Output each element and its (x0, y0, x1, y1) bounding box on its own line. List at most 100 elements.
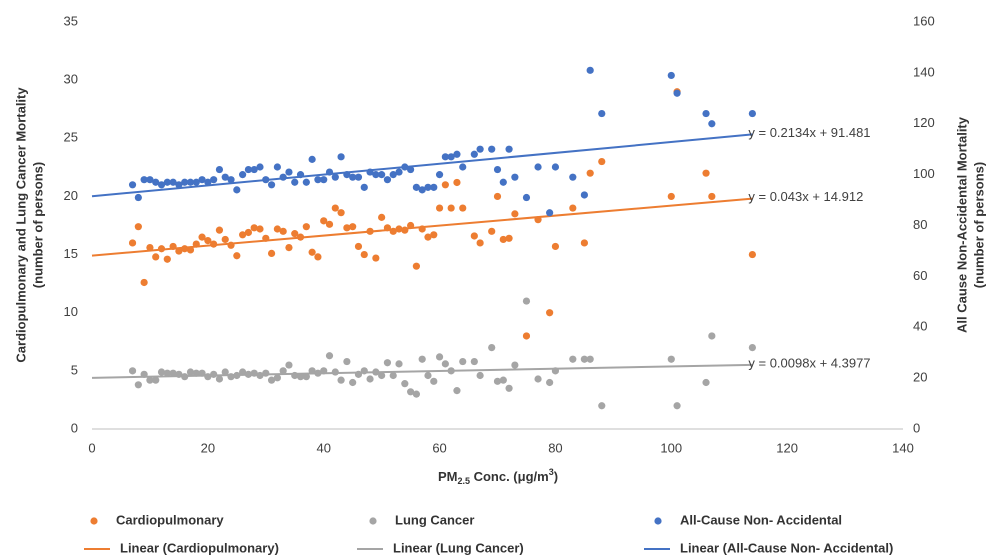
point (401, 163, 409, 171)
point (163, 255, 171, 263)
point (493, 165, 502, 174)
point (598, 157, 606, 166)
x-tick-label: 20 (201, 440, 215, 455)
point (418, 186, 426, 194)
y2-axis-label: (number of persons) (971, 162, 986, 288)
point (273, 225, 281, 233)
point (169, 242, 177, 251)
point (580, 355, 588, 363)
point (244, 370, 253, 378)
point (383, 359, 392, 367)
point (152, 376, 160, 384)
point (175, 181, 183, 189)
point (140, 278, 148, 287)
point (708, 332, 716, 340)
point (476, 145, 484, 153)
point (522, 332, 531, 340)
point (250, 165, 258, 174)
point (262, 176, 270, 184)
point (505, 234, 513, 242)
point (192, 369, 200, 377)
y2-tick-label: 80 (913, 217, 927, 232)
point (389, 227, 397, 235)
x-tick-label: 60 (432, 440, 446, 455)
point (360, 183, 368, 191)
point (134, 381, 142, 389)
point (511, 210, 519, 218)
point (343, 171, 351, 179)
point (534, 163, 542, 171)
point (285, 243, 293, 252)
y-tick-label: 0 (71, 420, 78, 435)
point (748, 109, 756, 118)
point (128, 367, 137, 375)
point (279, 367, 287, 375)
point (499, 235, 507, 244)
point (499, 376, 507, 384)
point (441, 360, 449, 368)
point (366, 227, 374, 235)
point (470, 150, 478, 158)
point (314, 369, 322, 377)
point (453, 178, 461, 187)
point (378, 371, 386, 380)
point (424, 183, 432, 191)
point (186, 178, 195, 186)
point (325, 220, 334, 228)
point (349, 173, 357, 181)
point (407, 165, 415, 174)
point (296, 233, 305, 241)
point (302, 373, 310, 381)
point (250, 224, 258, 232)
point (291, 230, 299, 238)
y-tick-label: 35 (64, 13, 78, 28)
point (702, 169, 710, 177)
point (441, 153, 449, 161)
point (331, 204, 339, 212)
point (279, 227, 287, 235)
point (708, 120, 716, 128)
point (360, 367, 368, 375)
point (447, 153, 455, 161)
point (296, 171, 305, 179)
point (291, 178, 299, 186)
point (349, 378, 357, 387)
point (488, 344, 496, 352)
legend-label: Linear (Cardiopulmonary) (120, 540, 279, 555)
point (407, 221, 415, 230)
point (424, 233, 432, 241)
point (389, 171, 397, 179)
point (140, 370, 148, 378)
point (395, 168, 403, 176)
point (198, 176, 206, 184)
x-label-part: 2.5 (457, 476, 470, 486)
point (459, 163, 467, 171)
x-label-part: 3 (549, 467, 554, 477)
point (372, 368, 380, 376)
point (534, 375, 542, 383)
y2-tick-label: 40 (913, 319, 927, 334)
point (673, 402, 681, 410)
point (354, 242, 363, 251)
legend-marker (90, 517, 98, 525)
point (412, 183, 420, 191)
point (459, 204, 467, 212)
point (128, 181, 137, 189)
point (285, 168, 293, 176)
legend-label: Linear (Lung Cancer) (393, 540, 524, 555)
point (372, 254, 380, 262)
point (157, 245, 166, 253)
point (447, 367, 455, 375)
point (250, 369, 258, 377)
point (407, 388, 415, 396)
y2-tick-label: 160 (913, 13, 935, 28)
point (169, 178, 177, 186)
point (470, 357, 478, 366)
x-tick-label: 140 (892, 440, 914, 455)
point (441, 181, 449, 189)
point (586, 169, 594, 177)
point (140, 176, 148, 184)
point (476, 239, 484, 247)
point (343, 224, 351, 232)
